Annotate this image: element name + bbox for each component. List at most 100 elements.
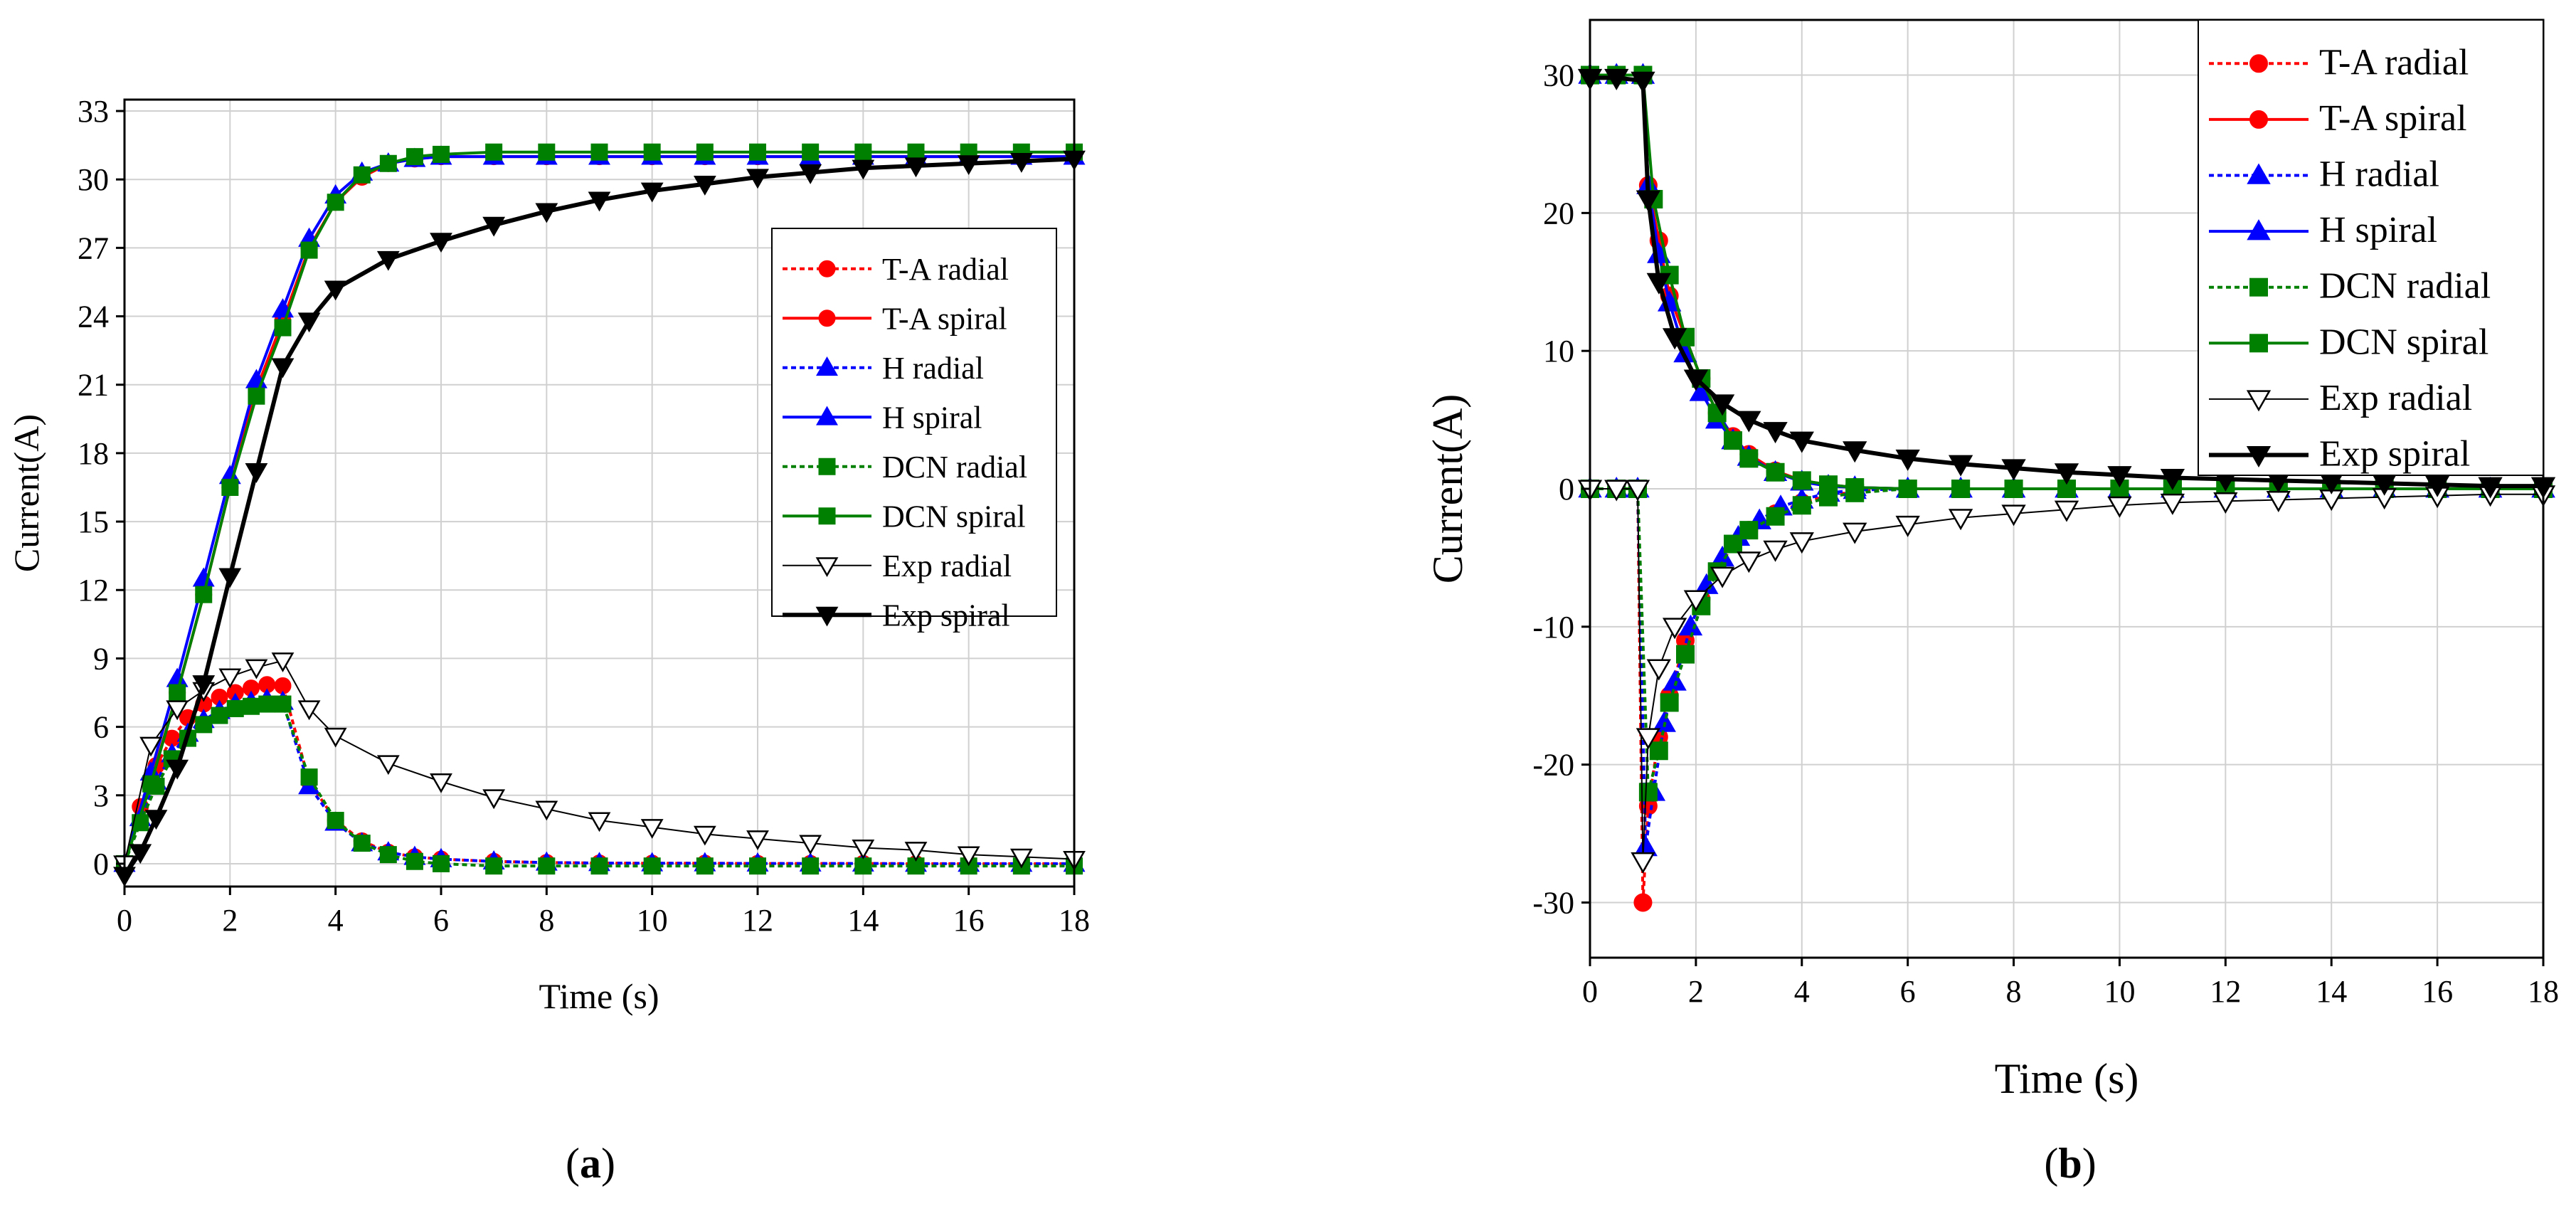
panel-a-x-tick-label: 4 [328, 903, 344, 938]
panel-a-y-tick-label: 33 [78, 94, 109, 129]
panel-a-point-dcn-spiral [854, 143, 872, 161]
panel-a-y-tick-label: 15 [78, 504, 109, 539]
panel-b-point-exp-radial [2107, 496, 2132, 518]
panel-a-point-exp-radial [693, 825, 716, 846]
panel-b-point-dcn-radial [1660, 693, 1679, 712]
panel-b-y-axis-title: Current(A) [1424, 394, 1471, 584]
panel-a-point-dcn-radial [195, 716, 213, 734]
panel-b-point-exp-radial [1737, 551, 1761, 573]
panel-a-point-exp-spiral [482, 216, 506, 237]
panel-a-point-dcn-spiral [433, 145, 450, 163]
panel-b-point-dcn-radial [1724, 534, 1742, 554]
panel-a-point-dcn-radial [243, 697, 260, 715]
panel-a-legend-label-h-spiral: H spiral [882, 400, 982, 435]
panel-b-x-tick-label: 8 [2006, 974, 2022, 1009]
panel-b-point-exp-radial [1662, 618, 1687, 640]
panel-a-point-dcn-spiral [590, 143, 608, 161]
panel-a-point-dcn-spiral [221, 478, 239, 496]
panel-b-point-dcn-radial [1766, 507, 1785, 526]
panel-a-letter: a [580, 1140, 601, 1187]
panel-b-legend-label-exp-radial: Exp radial [2319, 378, 2472, 418]
panel-b-point-exp-radial [1763, 540, 1788, 562]
panel-b-point-exp-spiral [2001, 459, 2026, 481]
panel-b-chart: 0 2 4 6 8 10 12 14 16 18 -30 -20 -10 0 10 20 30 Time (s)… [1424, 18, 2559, 1187]
panel-b-series-exp-spiral [1577, 68, 2556, 499]
panel-a-x-tick-label: 6 [433, 903, 449, 938]
panel-b-point-exp-spiral [1948, 455, 1973, 477]
panel-a-point-exp-spiral [218, 568, 242, 588]
panel-a-point-exp-spiral [1009, 152, 1033, 173]
panel-a-point-exp-radial [588, 812, 611, 832]
panel-a-point-dcn-radial [433, 855, 450, 872]
panel-a-point-exp-spiral [535, 203, 558, 223]
panel-a-point-exp-radial [245, 659, 268, 679]
panel-a-point-exp-radial [218, 668, 242, 689]
panel-a-y-tick-label: 12 [78, 573, 109, 608]
panel-a-series-h-radial [113, 688, 1086, 872]
panel-a-point-exp-radial [297, 700, 321, 721]
panel-a-point-exp-spiral [430, 233, 452, 253]
panel-b-series-exp-radial [1577, 480, 2556, 874]
panel-a-point-exp-radial [166, 700, 189, 721]
panel-a-point-exp-spiral [957, 155, 980, 176]
panel-a-point-exp-spiral [297, 312, 321, 333]
panel-b-point-exp-spiral [2478, 477, 2503, 499]
panel-b-point-exp-radial [1636, 728, 1661, 750]
panel-b-point-exp-radial [1843, 522, 1867, 544]
panel-a-point-exp-radial [799, 835, 822, 855]
panel-a-point-dcn-spiral [327, 194, 344, 211]
panel-b-legend-label-dcn-spiral: DCN spiral [2319, 322, 2488, 362]
panel-a-legend-marker-dcn-radial [818, 457, 836, 475]
panel-a-point-exp-radial [852, 839, 875, 859]
panel-a-label: (a) [566, 1140, 615, 1187]
panel-b-point-exp-spiral [2054, 463, 2079, 485]
panel-a-legend-label-dcn-spiral: DCN spiral [882, 499, 1026, 534]
panel-b-point-exp-radial [1625, 480, 1650, 502]
panel-b-y-tick-label: 0 [1559, 472, 1574, 507]
panel-a-point-dcn-radial [274, 695, 292, 713]
panel-b-point-exp-spiral [1604, 68, 1629, 90]
panel-a-point-exp-radial [376, 755, 400, 776]
panel-a-x-tick-label: 18 [1059, 903, 1090, 938]
panel-b-y-tick-label: -10 [1532, 610, 1574, 645]
panel-b-series-h-radial [1578, 476, 2555, 857]
panel-b-y-tick-label: 30 [1543, 58, 1574, 93]
panel-a-point-dcn-radial [406, 852, 423, 870]
panel-a-point-dcn-spiral [749, 143, 766, 161]
panel-a-point-exp-radial [482, 789, 506, 810]
panel-b-point-dcn-spiral [1792, 471, 1811, 490]
panel-b-point-dcn-spiral [1951, 480, 1971, 498]
panel-a-point-dcn-radial [485, 857, 503, 875]
panel-b-point-exp-spiral [1683, 369, 1709, 391]
panel-b-point-exp-spiral [2107, 466, 2132, 488]
panel-a-legend-marker-exp-radial [815, 557, 839, 578]
panel-b-x-tick-label: 12 [2210, 974, 2241, 1009]
panel-a-point-exp-radial [271, 652, 295, 672]
panel-a-legend-marker-h-radial [816, 356, 838, 376]
panel-a-point-exp-spiral [746, 169, 769, 189]
panel-a-legend-marker-h-spiral [816, 406, 838, 425]
panel-a-x-tick-label: 0 [117, 903, 132, 938]
panel-a-point-dcn-spiral [300, 241, 318, 259]
panel-a-legend-label-exp-radial: Exp radial [882, 549, 1012, 583]
panel-a-point-exp-spiral [376, 250, 400, 271]
panel-a-x-tick-label: 8 [539, 903, 554, 938]
panel-a-legend-label-h-radial: H radial [882, 351, 984, 386]
panel-b-point-dcn-spiral [1724, 431, 1742, 450]
panel-a-point-exp-radial [535, 800, 558, 821]
panel-b-x-tick-label: 18 [2528, 974, 2559, 1009]
panel-b-point-exp-radial [1789, 532, 1814, 554]
panel-b-point-dcn-radial [1792, 496, 1811, 515]
panel-b-x-tick-label: 10 [2104, 974, 2135, 1009]
panel-a-point-exp-spiral [640, 182, 664, 203]
panel-b-legend-label-h-radial: H radial [2319, 154, 2439, 195]
panel-b-legend-marker-dcn-radial [2249, 277, 2268, 297]
panel-a-point-dcn-radial [590, 857, 608, 875]
panel-a-point-exp-spiral [166, 759, 189, 780]
panel-a-y-tick-label: 24 [78, 300, 109, 334]
panel-b-ticks [1581, 74, 2545, 966]
panel-a-ticks [116, 110, 1076, 895]
panel-a-y-tick-label: 3 [93, 778, 109, 813]
panel-b-point-exp-radial [1948, 509, 1973, 531]
